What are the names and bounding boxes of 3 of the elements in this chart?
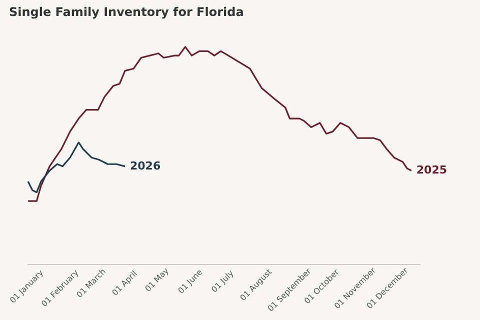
chart-title: Single Family Inventory for Florida: [8, 5, 244, 19]
series-label: 2025: [416, 164, 448, 177]
series-label: 2026: [130, 159, 161, 172]
